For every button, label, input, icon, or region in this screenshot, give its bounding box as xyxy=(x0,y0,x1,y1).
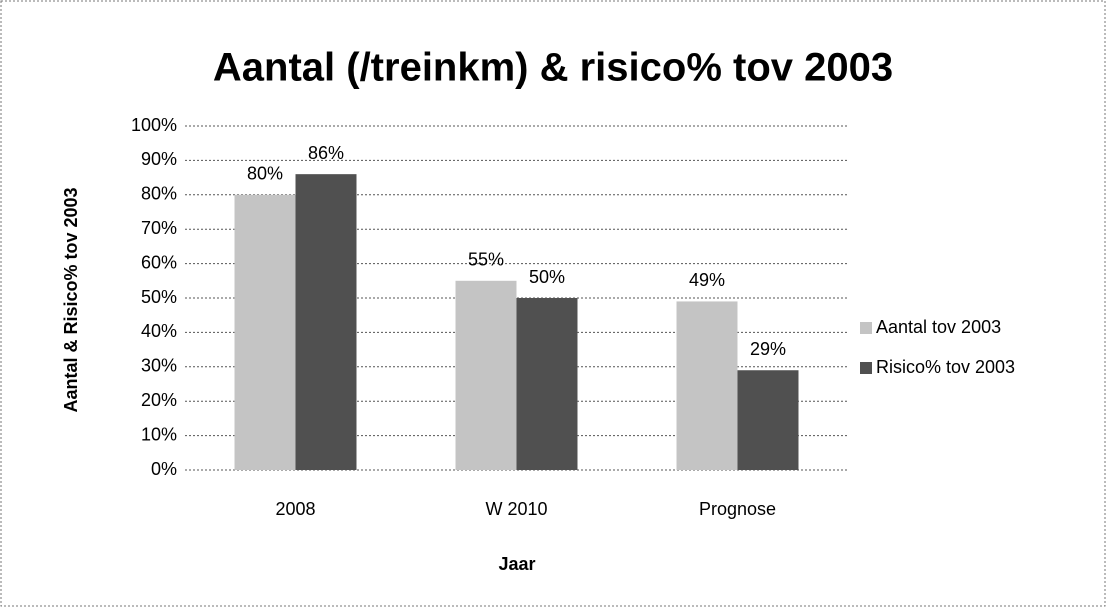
bar xyxy=(455,280,517,470)
y-tick-label: 90% xyxy=(141,149,177,169)
bar xyxy=(295,174,357,470)
y-tick-label: 70% xyxy=(141,218,177,238)
y-tick-label: 60% xyxy=(141,252,177,272)
x-tick-label: W 2010 xyxy=(485,499,547,519)
legend-swatch xyxy=(860,322,872,334)
bar xyxy=(737,370,799,470)
y-tick-label: 10% xyxy=(141,424,177,444)
y-axis-label: Aantal & Risico% tov 2003 xyxy=(61,187,81,412)
legend-label: Risico% tov 2003 xyxy=(876,357,1015,377)
value-label: 55% xyxy=(468,250,504,270)
value-label: 50% xyxy=(529,267,565,287)
value-label: 49% xyxy=(689,270,725,290)
y-tick-label: 80% xyxy=(141,184,177,204)
x-axis-label: Jaar xyxy=(498,554,535,574)
legend-label: Aantal tov 2003 xyxy=(876,317,1001,337)
y-tick-label: 20% xyxy=(141,390,177,410)
y-tick-label: 30% xyxy=(141,356,177,376)
x-tick-label: 2008 xyxy=(275,499,315,519)
y-tick-label: 100% xyxy=(131,115,177,135)
value-label: 29% xyxy=(750,339,786,359)
chart-title: Aantal (/treinkm) & risico% tov 2003 xyxy=(213,46,893,90)
bar xyxy=(676,301,738,470)
value-label: 86% xyxy=(308,143,344,163)
y-tick-label: 0% xyxy=(151,459,177,479)
bar xyxy=(516,298,578,470)
bar xyxy=(234,194,296,471)
y-tick-label: 50% xyxy=(141,287,177,307)
value-label: 80% xyxy=(247,164,283,184)
legend-swatch xyxy=(860,362,872,374)
x-tick-label: Prognose xyxy=(699,499,776,519)
y-tick-label: 40% xyxy=(141,321,177,341)
